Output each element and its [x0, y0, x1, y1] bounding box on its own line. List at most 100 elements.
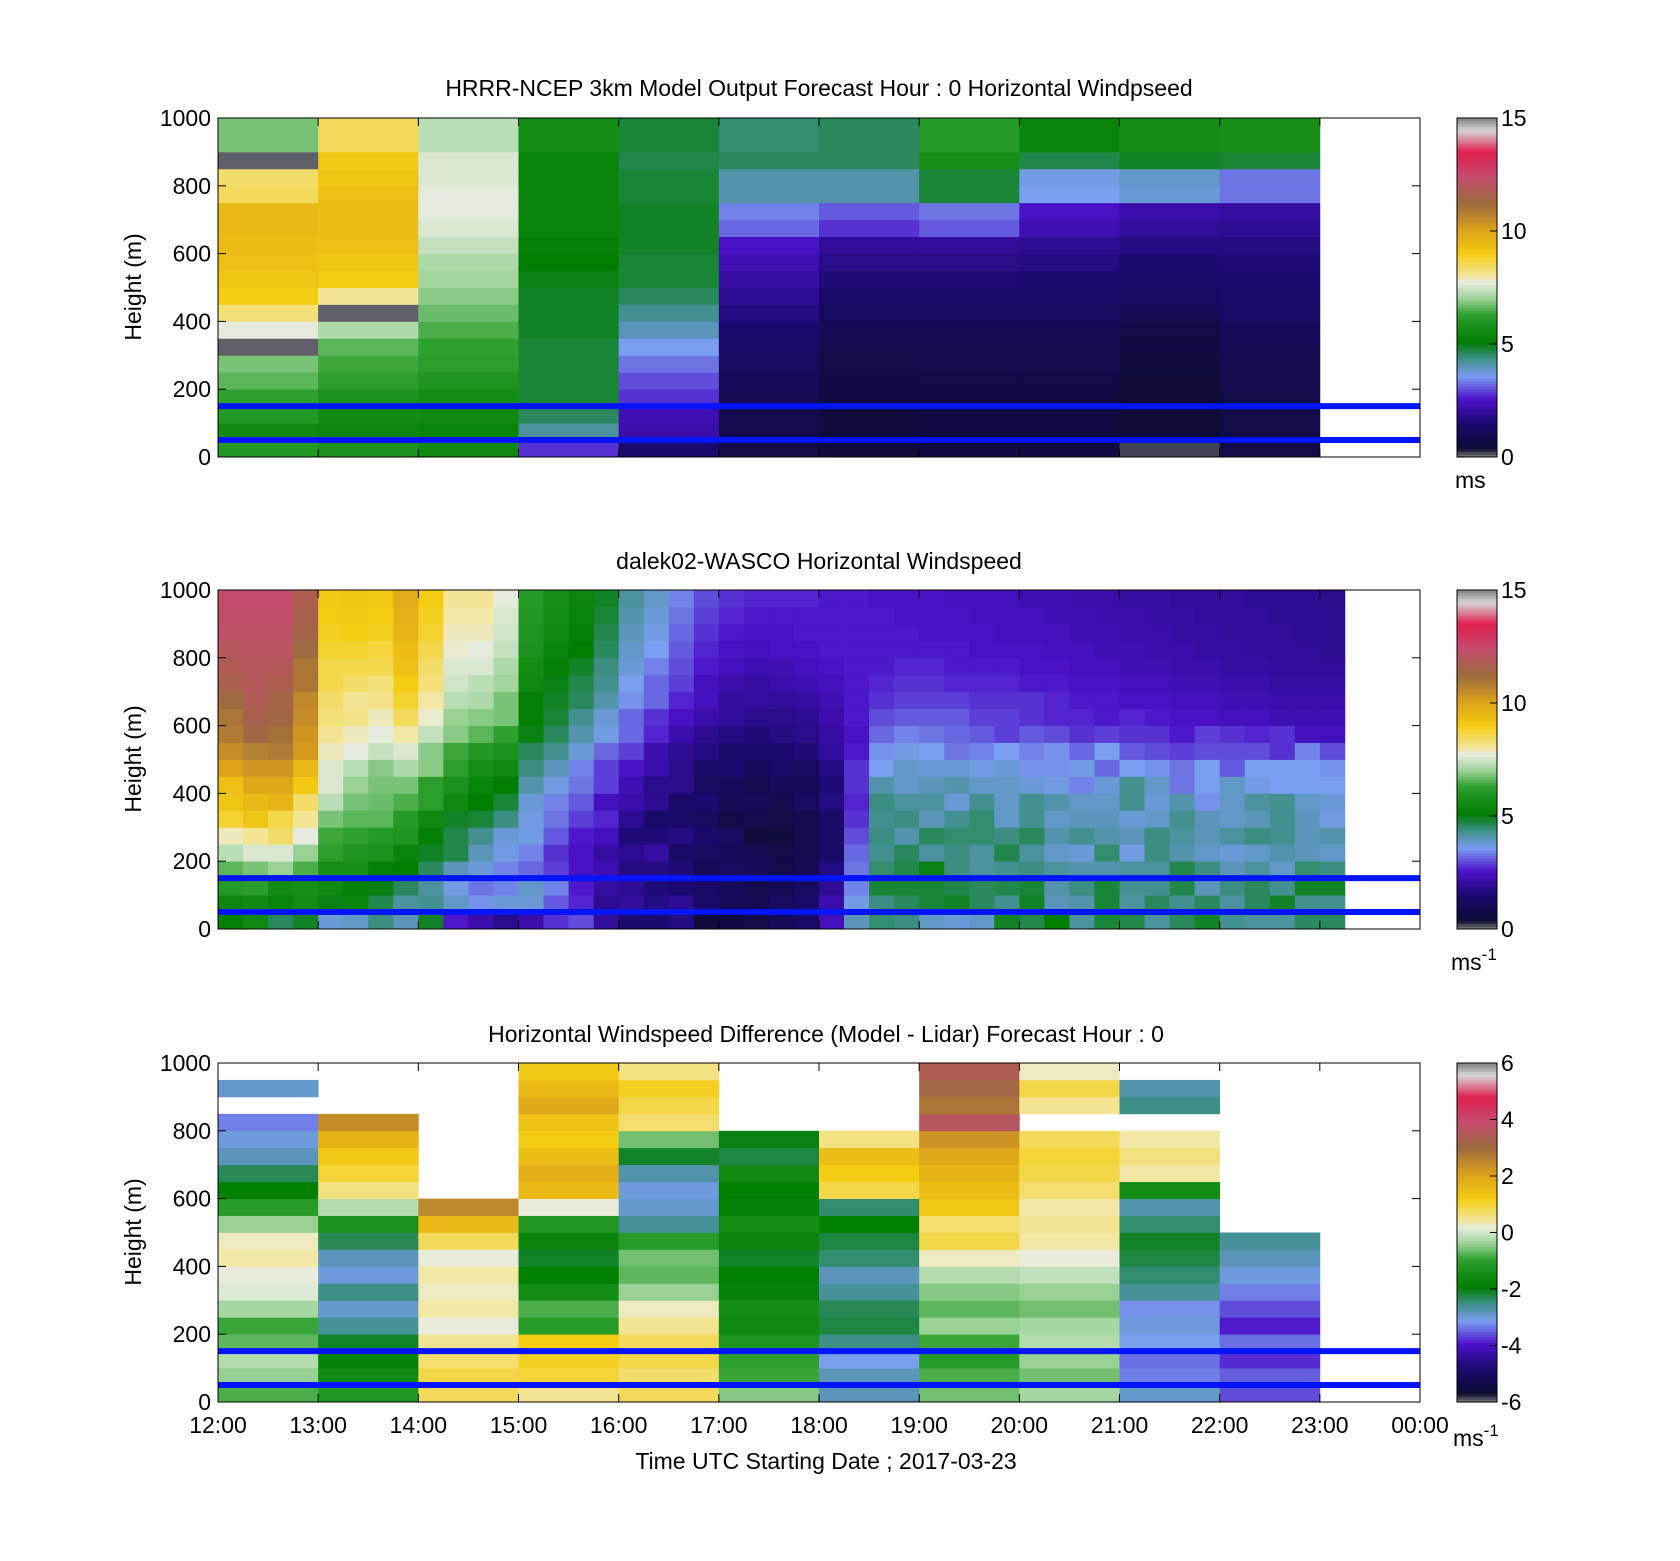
heatmap-cell	[919, 640, 945, 659]
heatmap-cell	[218, 1113, 319, 1132]
panel-model: HRRR-NCEP 3km Model Output Forecast Hour…	[120, 75, 1527, 493]
heatmap-cell	[418, 912, 444, 930]
colorbar-swatch	[1457, 442, 1497, 447]
colorbar-swatch	[1457, 120, 1497, 125]
heatmap-cell	[418, 742, 444, 760]
colorbar-swatch	[1457, 222, 1497, 226]
heatmap-cell	[1194, 895, 1221, 913]
heatmap-cell	[643, 759, 670, 777]
heatmap-cell	[268, 844, 294, 862]
colorbar-tick-label: 0	[1501, 444, 1514, 470]
heatmap-cell	[518, 623, 544, 642]
heatmap-cell	[1019, 1249, 1120, 1267]
heatmap-cell	[318, 168, 419, 187]
heatmap-cell	[443, 810, 469, 828]
colorbar-swatch	[1457, 171, 1497, 176]
heatmap-cell	[268, 725, 294, 743]
heatmap-cell	[1194, 674, 1221, 693]
heatmap-cell	[1169, 895, 1196, 913]
colorbar-swatch	[1457, 151, 1497, 156]
heatmap-cell	[318, 590, 344, 608]
heatmap-cell	[844, 708, 870, 726]
colorbar-swatch	[1457, 132, 1497, 136]
colorbar-swatch	[1457, 1342, 1497, 1346]
heatmap-cell	[318, 725, 344, 743]
x-tick-label: 19:00	[890, 1412, 948, 1438]
heatmap-cell	[1319, 793, 1346, 811]
heatmap-cell	[643, 827, 670, 845]
y-tick-label: 0	[198, 916, 211, 942]
heatmap-cell	[994, 878, 1020, 896]
heatmap-cell	[718, 895, 745, 913]
heatmap-cell	[243, 606, 269, 625]
heatmap-cell	[493, 895, 519, 913]
y-tick-label: 800	[173, 173, 211, 199]
colorbar-swatch	[1457, 1334, 1497, 1338]
heatmap-cell	[468, 759, 494, 777]
heatmap-cell	[1019, 776, 1045, 794]
heatmap-cell	[919, 708, 945, 726]
heatmap-cell	[243, 827, 269, 845]
colorbar-swatch	[1457, 736, 1497, 741]
heatmap-cell	[718, 1283, 820, 1301]
heatmap-cell	[819, 118, 920, 136]
heatmap-cell	[218, 640, 244, 659]
heatmap-cell	[318, 355, 419, 373]
colorbar-swatch	[1457, 406, 1497, 410]
colorbar-swatch	[1457, 638, 1497, 642]
heatmap-cell	[1144, 742, 1170, 760]
heatmap-cell	[343, 810, 369, 828]
colorbar-swatch	[1457, 1077, 1497, 1081]
colorbar-swatch	[1457, 1382, 1497, 1386]
heatmap-cell	[643, 912, 670, 930]
heatmap-cell	[919, 810, 945, 828]
heatmap-cell	[718, 708, 745, 726]
heatmap-cell	[919, 134, 1020, 153]
heatmap-cell	[1169, 742, 1196, 760]
panel-model-cells	[218, 118, 1321, 458]
colorbar-swatch	[1457, 236, 1497, 240]
heatmap-cell	[894, 895, 920, 913]
heatmap-cell	[894, 742, 920, 760]
heatmap-cell	[894, 810, 920, 828]
heatmap-cell	[994, 895, 1020, 913]
colorbar-swatch	[1457, 595, 1497, 599]
heatmap-cell	[418, 1351, 519, 1369]
colorbar-swatch	[1457, 380, 1497, 385]
panel-model-colorbar-unit-base: ms	[1455, 467, 1486, 493]
heatmap-cell	[1219, 793, 1246, 811]
colorbar-tick-label: 6	[1501, 1050, 1514, 1076]
heatmap-cell	[618, 912, 645, 930]
heatmap-cell	[718, 810, 745, 828]
colorbar-swatch	[1457, 1178, 1497, 1183]
x-tick-label: 21:00	[1091, 1412, 1149, 1438]
panel-lidar-reference-lines	[218, 875, 1420, 916]
heatmap-cell	[1119, 185, 1221, 204]
heatmap-cell	[418, 708, 444, 726]
heatmap-cell	[318, 1147, 419, 1166]
heatmap-cell	[268, 742, 294, 760]
heatmap-cell	[618, 338, 720, 356]
heatmap-cell	[518, 590, 544, 608]
heatmap-cell	[718, 168, 820, 187]
heatmap-cell	[1019, 1317, 1120, 1335]
heatmap-cell	[1019, 912, 1045, 930]
colorbar-swatch	[1457, 864, 1497, 868]
colorbar-swatch	[1457, 844, 1497, 848]
heatmap-cell	[1219, 1351, 1321, 1369]
colorbar-swatch	[1457, 437, 1497, 441]
heatmap-cell	[819, 202, 920, 221]
heatmap-cell	[618, 640, 645, 659]
heatmap-cell	[743, 708, 770, 726]
heatmap-cell	[1219, 202, 1321, 221]
colorbar-swatch	[1457, 250, 1497, 255]
heatmap-cell	[718, 827, 745, 845]
heatmap-cell	[643, 725, 670, 743]
heatmap-cell	[1019, 202, 1120, 221]
heatmap-cell	[693, 725, 720, 743]
heatmap-cell	[618, 1181, 720, 1199]
heatmap-cell	[418, 725, 444, 743]
heatmap-cell	[1119, 606, 1145, 625]
colorbar-swatch	[1457, 259, 1497, 263]
